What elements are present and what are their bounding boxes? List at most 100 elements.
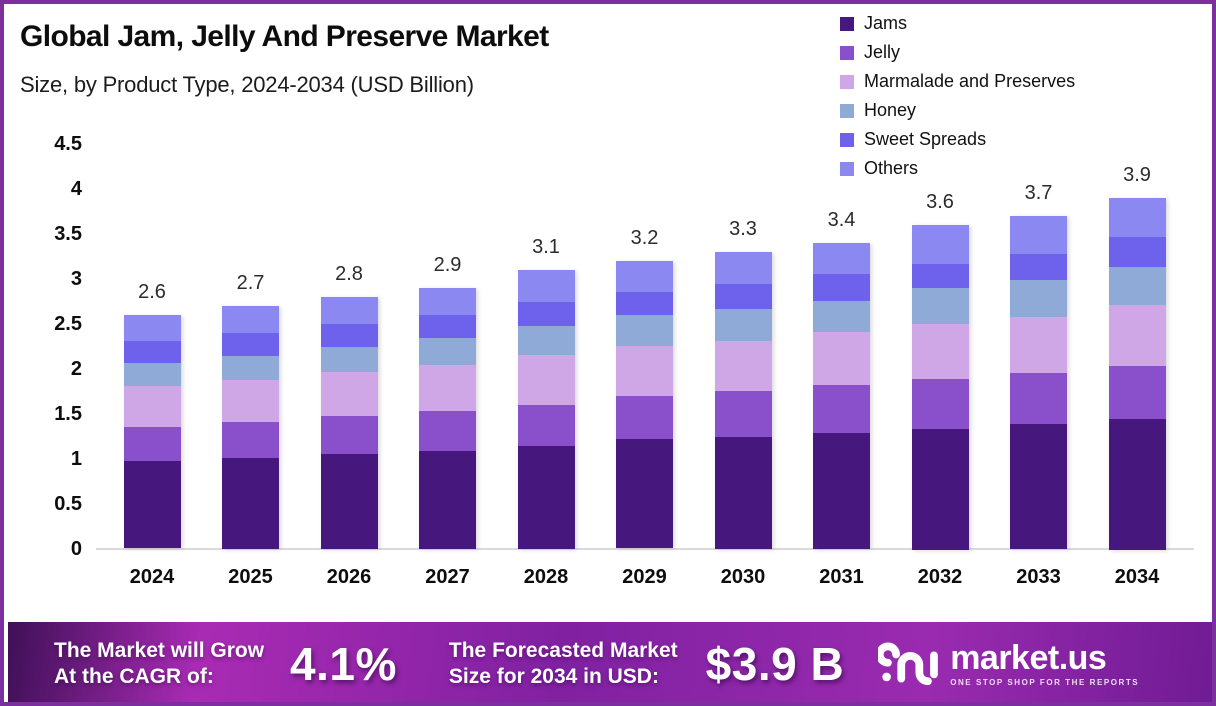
bar-segment-jams-2027 [419, 451, 476, 549]
bar-segment-others-2031 [813, 243, 870, 274]
bar-segment-others-2033 [1010, 216, 1067, 254]
y-tick-1.5: 1.5 [54, 403, 82, 425]
legend-swatch-jelly [840, 45, 854, 60]
bar-segment-sweet-spreads-2034 [1108, 237, 1166, 267]
bar-segment-marmalade-and-preserves-2030 [714, 341, 772, 391]
bar-segment-sweet-spreads-2030 [714, 284, 772, 309]
bar-segment-sweet-spreads-2025 [222, 333, 279, 356]
bar-segment-jams-2031 [813, 433, 870, 549]
bar-segment-jelly-2025 [222, 422, 279, 458]
bar-segment-marmalade-and-preserves-2032 [911, 324, 969, 379]
bar-segment-marmalade-and-preserves-2026 [320, 372, 378, 416]
legend-label: Marmalade and Preserves [864, 71, 1076, 91]
legend-swatch-sweet-spreads [840, 132, 854, 147]
legend-swatch-honey [840, 103, 854, 118]
x-label-2025: 2025 [228, 566, 273, 588]
bar-segment-honey-2033 [1010, 280, 1067, 317]
bar-segment-marmalade-and-preserves-2034 [1108, 305, 1166, 366]
y-tick-2: 2 [70, 358, 82, 380]
bar-segment-marmalade-and-preserves-2029 [616, 346, 673, 396]
bar-segment-others-2028 [517, 270, 575, 302]
bar-segment-others-2025 [222, 306, 279, 333]
bar-2028 [517, 270, 575, 549]
bar-segment-jelly-2028 [517, 405, 575, 446]
bar-segment-jelly-2030 [714, 391, 772, 437]
bar-segment-honey-2034 [1108, 267, 1166, 305]
bar-segment-honey-2029 [616, 315, 673, 346]
bar-total-label-2029: 3.2 [630, 227, 659, 249]
x-label-2031: 2031 [819, 566, 864, 588]
y-tick-4: 4 [70, 178, 82, 200]
y-tick-0.5: 0.5 [54, 493, 82, 515]
legend-label: Others [864, 158, 919, 178]
bar-segment-marmalade-and-preserves-2027 [419, 365, 476, 411]
y-tick-3.5: 3.5 [54, 223, 82, 245]
chart-legend: Jams Jelly Marmalade and Preserves Honey Swe… [840, 9, 1075, 183]
forecast-label: The Forecasted Market Size for 2034 in U… [448, 639, 678, 688]
bar-segment-jams-2030 [714, 437, 772, 549]
bar-segment-others-2032 [911, 225, 969, 264]
x-label-2024: 2024 [129, 566, 175, 588]
bar-2026 [320, 297, 378, 549]
bar-segment-others-2029 [616, 261, 673, 292]
legend-item-sweet-spreads: Sweet Spreads [840, 125, 1075, 154]
bar-segment-honey-2031 [813, 301, 870, 332]
logo-wordmark: market.us [950, 639, 1107, 677]
y-tick-4.5: 4.5 [54, 133, 82, 155]
bar-2024 [123, 315, 181, 548]
legend-label: Jelly [864, 42, 901, 62]
bar-total-label-2030: 3.3 [729, 218, 757, 240]
x-label-2027: 2027 [425, 566, 470, 588]
bar-2025 [222, 306, 279, 549]
bar-2027 [419, 288, 476, 549]
bar-segment-jams-2028 [517, 446, 575, 549]
bar-segment-jelly-2024 [123, 427, 181, 461]
legend-swatch-marmalade-and-preserves [840, 74, 854, 89]
bar-segment-jams-2032 [911, 429, 969, 550]
legend-label: Jams [864, 13, 908, 33]
bar-2031 [813, 243, 870, 549]
bar-2033 [1010, 216, 1067, 549]
bar-total-label-2027: 2.9 [433, 254, 462, 276]
bar-segment-jams-2034 [1108, 419, 1166, 550]
bar-segment-marmalade-and-preserves-2033 [1010, 317, 1067, 373]
cagr-value: 4.1% [290, 638, 397, 690]
bar-segment-others-2030 [714, 252, 772, 284]
bar-segment-sweet-spreads-2029 [616, 292, 673, 315]
legend-swatch-jams [840, 16, 854, 31]
bar-segment-honey-2025 [222, 356, 279, 380]
bar-segment-jams-2029 [616, 439, 673, 548]
bar-segment-sweet-spreads-2028 [517, 302, 575, 326]
bar-total-label-2033: 3.7 [1024, 182, 1053, 204]
x-label-2032: 2032 [917, 566, 963, 588]
bar-segment-jelly-2029 [616, 396, 673, 439]
x-label-2026: 2026 [326, 566, 372, 588]
bar-total-label-2034: 3.9 [1123, 164, 1151, 186]
bar-segment-marmalade-and-preserves-2025 [222, 380, 279, 422]
bar-segment-others-2024 [123, 315, 181, 341]
marketus-logo-icon [878, 642, 939, 686]
legend-item-marmalade-and-preserves: Marmalade and Preserves [840, 67, 1075, 96]
bar-segment-sweet-spreads-2026 [320, 324, 378, 347]
bar-segment-jams-2026 [320, 454, 378, 549]
bar-segment-sweet-spreads-2027 [419, 315, 476, 338]
bar-segment-honey-2026 [320, 347, 378, 372]
bar-segment-jams-2025 [222, 458, 279, 549]
bar-segment-marmalade-and-preserves-2031 [813, 332, 870, 385]
bar-segment-honey-2030 [714, 309, 772, 341]
bar-segment-jelly-2033 [1010, 373, 1067, 424]
marketus-logo: market.us ONE STOP SHOP FOR THE REPORTS [878, 636, 1139, 692]
forecast-value: $3.9 B [705, 638, 845, 690]
bar-segment-others-2027 [419, 288, 476, 315]
cagr-label: The Market will Grow At the CAGR of: [54, 639, 265, 688]
x-label-2028: 2028 [523, 566, 569, 588]
bar-segment-jelly-2027 [419, 411, 476, 451]
bar-total-label-2031: 3.4 [827, 209, 856, 231]
bar-2034 [1108, 198, 1166, 550]
x-label-2033: 2033 [1016, 566, 1061, 588]
bar-segment-others-2034 [1108, 198, 1166, 237]
bar-2029 [616, 261, 673, 548]
bar-segment-jelly-2026 [320, 416, 378, 454]
bar-segment-jams-2033 [1010, 424, 1067, 549]
